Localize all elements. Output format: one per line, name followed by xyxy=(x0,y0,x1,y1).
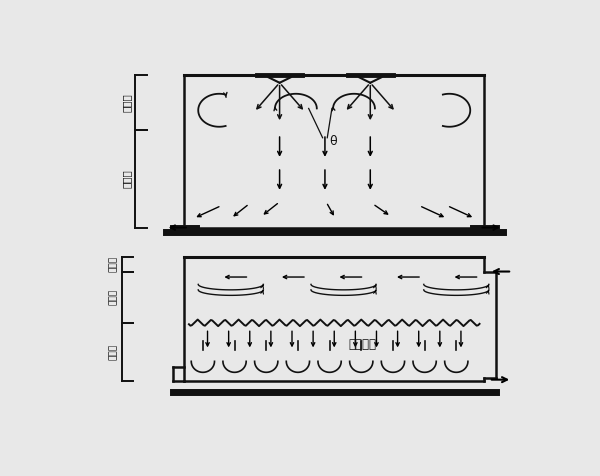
Text: 稳压层: 稳压层 xyxy=(109,256,118,272)
Text: 回旋气流: 回旋气流 xyxy=(348,338,376,351)
Text: 工作区: 工作区 xyxy=(109,344,118,360)
Text: 工作区: 工作区 xyxy=(122,169,132,188)
Text: 混合层: 混合层 xyxy=(122,94,132,112)
Text: 混合层: 混合层 xyxy=(109,289,118,305)
Text: θ: θ xyxy=(329,135,337,148)
